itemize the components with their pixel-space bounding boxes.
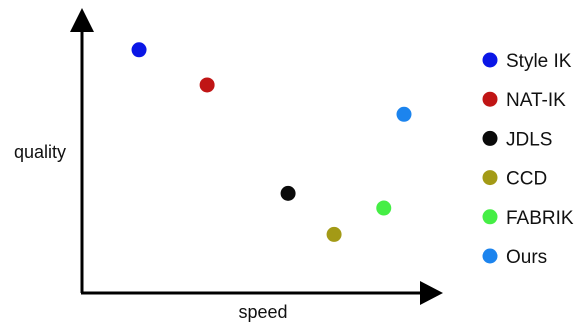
point-ccd <box>326 226 342 242</box>
point-ours <box>396 106 412 122</box>
legend-label-style-ik: Style IK <box>506 51 572 72</box>
y-axis-label: quality <box>14 142 66 162</box>
legend-label-ours: Ours <box>506 247 547 268</box>
x-axis-arrowhead <box>420 281 443 305</box>
legend-marker-ccd <box>482 170 498 186</box>
point-style-ik <box>131 42 147 58</box>
point-jdls <box>280 185 296 201</box>
point-fabrik <box>376 200 392 216</box>
point-nat-ik <box>199 77 215 93</box>
legend-label-nat-ik: NAT-IK <box>506 90 566 111</box>
legend-marker-fabrik <box>482 209 498 225</box>
x-axis-label: speed <box>238 302 287 322</box>
legend-label-jdls: JDLS <box>506 129 552 150</box>
legend-marker-style-ik <box>482 52 498 68</box>
legend: Style IK NAT-IK JDLS CCD FABRIK Ours <box>482 51 574 268</box>
data-points <box>131 42 412 242</box>
legend-label-fabrik: FABRIK <box>506 208 574 229</box>
legend-marker-jdls <box>482 130 498 146</box>
y-axis-arrowhead <box>70 8 94 32</box>
legend-label-ccd: CCD <box>506 169 547 190</box>
legend-marker-nat-ik <box>482 91 498 107</box>
legend-marker-ours <box>482 248 498 264</box>
